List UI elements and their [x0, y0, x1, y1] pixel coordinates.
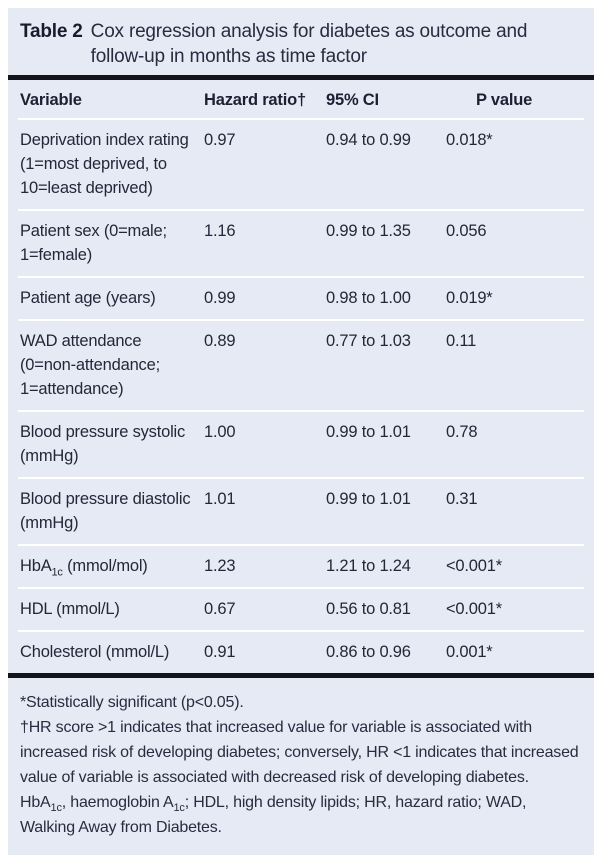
cell-hazard-ratio: 0.91: [204, 643, 236, 661]
cell-ci: 0.99 to 1.01: [326, 490, 411, 508]
row-separator: [18, 587, 584, 589]
table-row: Blood pressure diastolic (mmHg) 1.01 0.9…: [8, 479, 594, 544]
table-title: Cox regression analysis for diabetes as …: [90, 21, 528, 67]
cell-ci: 0.99 to 1.35: [326, 222, 411, 240]
column-header-ci: 95% CI: [326, 91, 379, 109]
cell-p-value: 0.31: [446, 490, 478, 508]
cell-hazard-ratio: 0.97: [204, 131, 236, 149]
cell-ci: 0.99 to 1.01: [326, 423, 411, 441]
table-footnotes: *Statistically significant (p<0.05). †HR…: [8, 678, 594, 840]
table-panel: Table 2 Cox regression analysis for diab…: [8, 8, 594, 855]
cell-p-value: <0.001*: [446, 557, 502, 575]
cell-variable: HbA1c (mmol/mol): [20, 557, 148, 579]
column-header-hazard-ratio: Hazard ratio†: [204, 91, 306, 109]
footnote-hr-explanation: †HR score >1 indicates that increased va…: [20, 719, 579, 786]
cell-hazard-ratio: 0.99: [204, 289, 236, 307]
table-row: Patient sex (0=male; 1=female) 1.16 0.99…: [8, 211, 594, 276]
cell-ci: 0.77 to 1.03: [326, 332, 411, 350]
cell-ci: 0.86 to 0.96: [326, 643, 411, 661]
cell-p-value: 0.056: [446, 222, 487, 240]
cell-p-value: <0.001*: [446, 600, 502, 618]
cell-hazard-ratio: 0.89: [204, 332, 236, 350]
cell-hazard-ratio: 1.23: [204, 557, 236, 575]
cell-p-value: 0.019*: [446, 289, 493, 307]
table-row: Cholesterol (mmol/L) 0.91 0.86 to 0.96 0…: [8, 632, 594, 673]
cell-variable: HDL (mmol/L): [20, 600, 120, 618]
table-row: Blood pressure systolic (mmHg) 1.00 0.99…: [8, 412, 594, 477]
cell-ci: 0.94 to 0.99: [326, 131, 411, 149]
column-header-variable: Variable: [20, 91, 82, 109]
cell-variable: Patient age (years): [20, 289, 156, 307]
footnote-significance: *Statistically significant (p<0.05).: [20, 694, 244, 711]
cell-hazard-ratio: 0.67: [204, 600, 236, 618]
row-separator: [18, 319, 584, 321]
column-header-p-value: P value: [476, 91, 533, 109]
row-separator: [18, 630, 584, 632]
top-rule: [8, 75, 594, 80]
cell-variable: Blood pressure systolic (mmHg): [20, 423, 186, 465]
cell-p-value: 0.018*: [446, 131, 493, 149]
row-separator: [18, 544, 584, 546]
cell-p-value: 0.001*: [446, 643, 493, 661]
cell-variable: Blood pressure diastolic (mmHg): [20, 490, 191, 532]
row-separator: [18, 410, 584, 412]
row-separator: [18, 209, 584, 211]
cell-variable: Deprivation index rating (1=most deprive…: [20, 131, 189, 197]
bottom-rule: [8, 673, 594, 678]
cell-p-value: 0.78: [446, 423, 478, 441]
cell-hazard-ratio: 1.00: [204, 423, 236, 441]
row-separator: [18, 276, 584, 278]
table-row: Deprivation index rating (1=most deprive…: [8, 120, 594, 209]
cell-variable: WAD attendance (0=non-attendance; 1=atte…: [20, 332, 160, 398]
cell-p-value: 0.11: [446, 332, 477, 350]
cell-variable: Cholesterol (mmol/L): [20, 643, 170, 661]
table-row: HDL (mmol/L) 0.67 0.56 to 0.81 <0.001*: [8, 589, 594, 630]
row-separator: [18, 477, 584, 479]
cell-ci: 0.56 to 0.81: [326, 600, 411, 618]
footnote-abbreviations: HbA1c, haemoglobin A1c; HDL, high densit…: [20, 794, 527, 836]
table-row: WAD attendance (0=non-attendance; 1=atte…: [8, 321, 594, 410]
cell-variable: Patient sex (0=male; 1=female): [20, 222, 167, 264]
table-row: Patient age (years) 0.99 0.98 to 1.00 0.…: [8, 278, 594, 319]
row-separator: [18, 118, 584, 120]
cell-ci: 0.98 to 1.00: [326, 289, 411, 307]
cell-ci: 1.21 to 1.24: [326, 557, 411, 575]
cell-hazard-ratio: 1.01: [204, 490, 236, 508]
cell-hazard-ratio: 1.16: [204, 222, 236, 240]
table-number-label: Table 2: [20, 21, 83, 42]
table-caption: Table 2 Cox regression analysis for diab…: [8, 8, 594, 75]
table-row: HbA1c (mmol/mol) 1.23 1.21 to 1.24 <0.00…: [8, 546, 594, 587]
table-header-row: Variable Hazard ratio† 95% CI P value: [8, 80, 594, 118]
